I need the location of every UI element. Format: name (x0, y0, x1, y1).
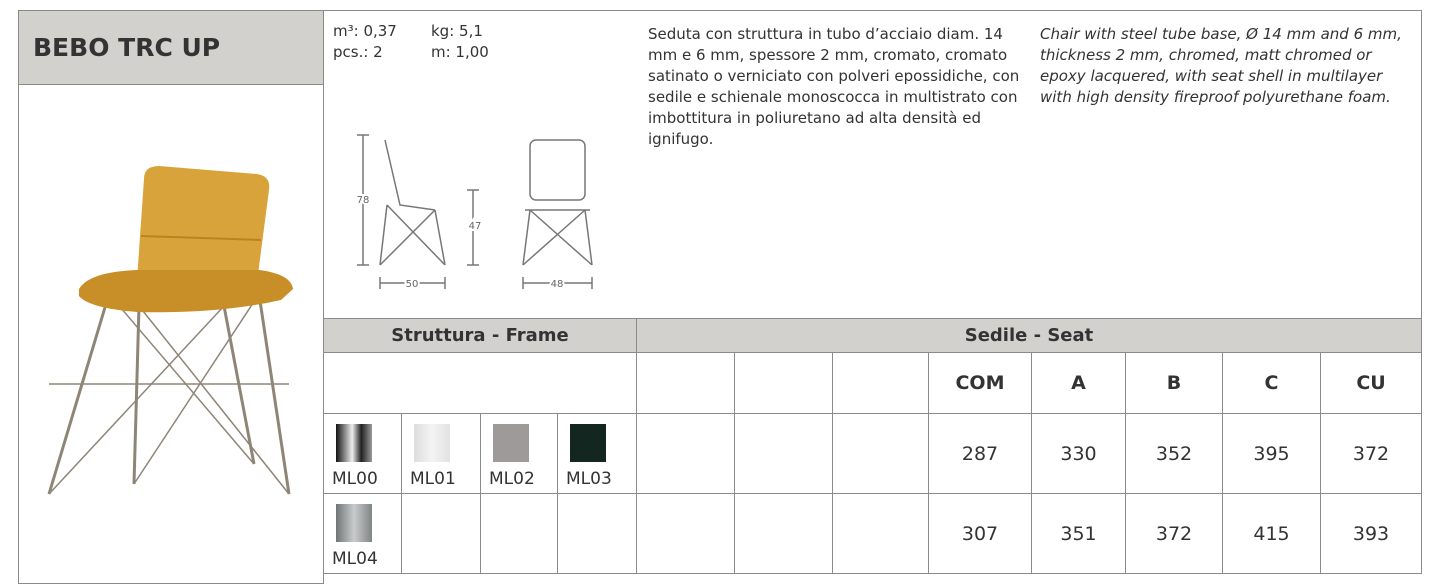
finish-swatch (336, 504, 372, 542)
empty-cell (734, 413, 833, 494)
spec: m: 1,00 (431, 43, 489, 61)
chair-image (47, 166, 293, 495)
spec: kg: 5,1 (431, 22, 483, 40)
finish-code: ML01 (410, 469, 456, 489)
empty-cell (557, 493, 637, 574)
empty-cell (734, 493, 833, 574)
empty-cell (401, 493, 481, 574)
column-header: CU (1320, 352, 1422, 414)
dim-label: 50 (406, 279, 419, 290)
dimension-drawing: 78 47 50 48 (355, 134, 593, 292)
seat-header: Sedile - Seat (636, 318, 1422, 353)
spec: pcs.: 2 (333, 43, 383, 61)
finish-code: ML00 (332, 469, 378, 489)
price: 372 (1125, 493, 1223, 574)
finish-swatch (570, 424, 606, 462)
column-header: A (1031, 352, 1126, 414)
finish-code: ML04 (332, 549, 378, 569)
finish-cell: ML00 (323, 413, 402, 494)
finish-swatch (414, 424, 450, 462)
title: BEBO TRC UP (33, 33, 221, 62)
description-en: Chair with steel tube base, Ø 14 mm and … (1040, 25, 1402, 106)
finish-cell: ML02 (480, 413, 558, 494)
price: 351 (1031, 493, 1126, 574)
empty-cell (832, 493, 929, 574)
frame-header: Struttura - Frame (323, 318, 637, 353)
price: 393 (1320, 493, 1422, 574)
price: 372 (1320, 413, 1422, 494)
empty-cell (832, 352, 929, 414)
empty-cell (636, 352, 735, 414)
finish-swatch (493, 424, 529, 462)
price: 307 (928, 493, 1032, 574)
price: 352 (1125, 413, 1223, 494)
column-header: COM (928, 352, 1032, 414)
empty-cell (636, 493, 735, 574)
empty-cell (734, 352, 833, 414)
column-header: C (1222, 352, 1321, 414)
price: 287 (928, 413, 1032, 494)
price: 415 (1222, 493, 1321, 574)
description-it: Seduta con struttura in tubo d’acciaio d… (648, 25, 1020, 148)
price: 330 (1031, 413, 1126, 494)
finish-code: ML03 (566, 469, 612, 489)
empty-cell (832, 413, 929, 494)
empty-cell (636, 413, 735, 494)
empty-cell (480, 493, 558, 574)
finish-code: ML02 (489, 469, 535, 489)
column-header: B (1125, 352, 1223, 414)
page: BEBO TRC UP m³: 0,37 kg: 5,1 pcs.: 2 m: … (18, 10, 1422, 584)
finish-swatch (336, 424, 372, 462)
image-cell (18, 84, 324, 584)
finish-cell: ML04 (323, 493, 402, 574)
empty-cell (323, 352, 637, 414)
title-cell: BEBO TRC UP (18, 10, 324, 85)
dim-label: 47 (469, 221, 482, 232)
spec: m³: 0,37 (333, 22, 397, 40)
finish-cell: ML01 (401, 413, 481, 494)
dim-label: 78 (357, 195, 370, 206)
price: 395 (1222, 413, 1321, 494)
dim-label: 48 (551, 279, 564, 290)
finish-cell: ML03 (557, 413, 637, 494)
